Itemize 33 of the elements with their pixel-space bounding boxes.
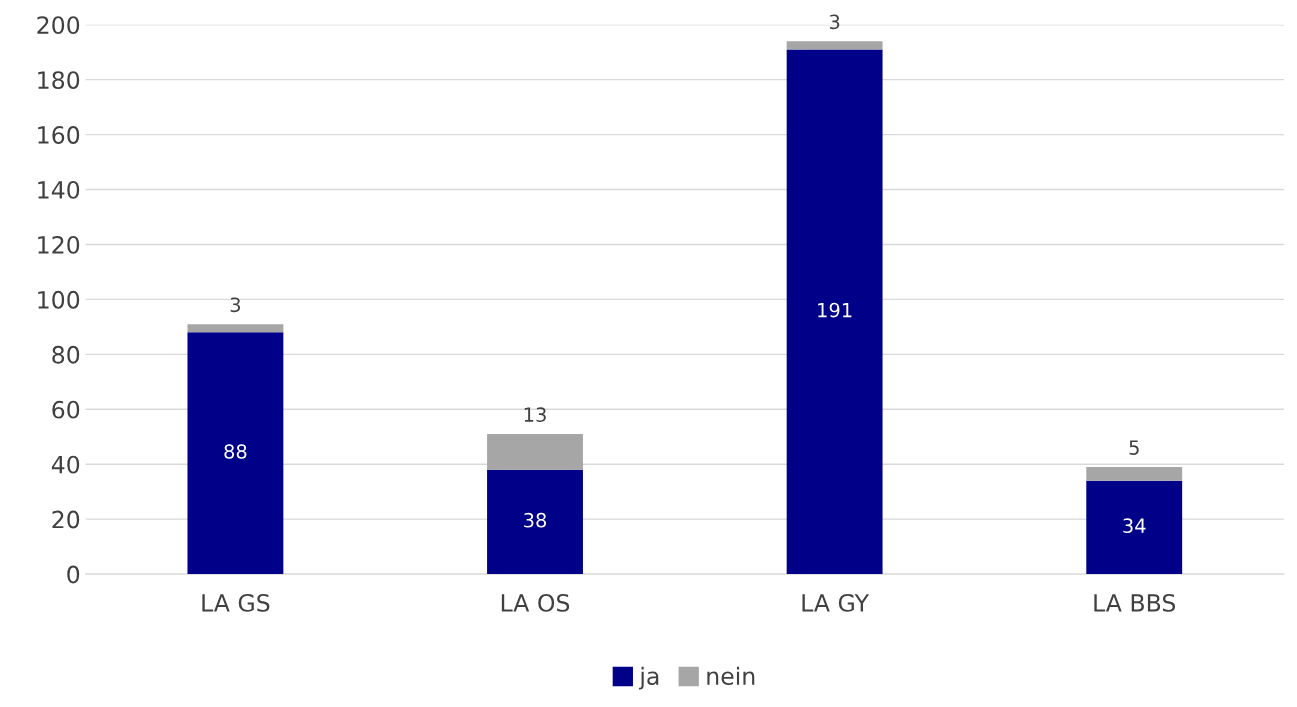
bar (487, 434, 583, 470)
y-tick-label: 40 (51, 455, 80, 474)
bar (1086, 466, 1183, 481)
y-tick-label: 200 (37, 16, 80, 35)
x-tick-label: LA GS (202, 593, 270, 612)
data-label: 5 (1129, 440, 1139, 455)
bar (1086, 480, 1183, 575)
bar (187, 324, 284, 333)
bar (487, 469, 583, 575)
y-tick-label: 80 (52, 345, 80, 364)
y-tick-label: 180 (38, 71, 80, 89)
bar (187, 332, 284, 575)
x-tick-label: LA GY (802, 593, 870, 612)
data-label: 191 (818, 302, 852, 318)
bar (786, 49, 883, 575)
y-tick-label: 100 (38, 290, 80, 309)
data-label: 34 (1123, 518, 1146, 534)
legend-label: ja (638, 666, 659, 690)
data-label: 88 (224, 444, 247, 459)
data-label: 13 (524, 407, 546, 422)
x-tick-label: LA OS (501, 593, 570, 612)
bar (786, 41, 883, 50)
y-tick-label: 120 (38, 235, 80, 254)
data-label: 3 (829, 14, 840, 30)
data-label: 3 (230, 297, 241, 313)
y-tick-label: 60 (52, 400, 80, 419)
y-tick-label: 20 (52, 510, 80, 529)
legend-label: nein (707, 666, 755, 686)
x-tick-label: LA BBS (1094, 593, 1176, 612)
data-label: 38 (524, 512, 547, 528)
y-tick-label: 140 (38, 180, 80, 199)
y-tick-label: 160 (38, 126, 80, 144)
y-tick-label: 0 (67, 565, 80, 584)
